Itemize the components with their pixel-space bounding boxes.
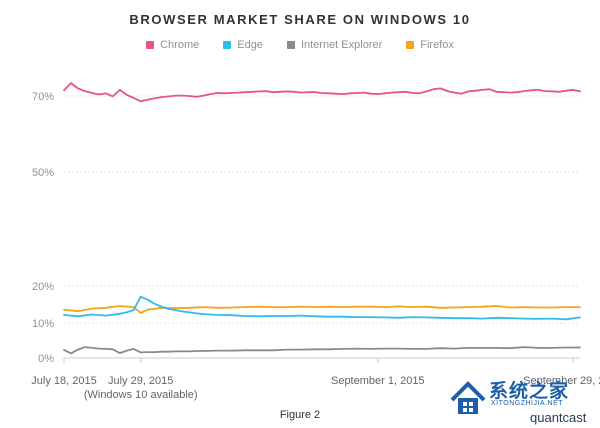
chart-legend: Chrome Edge Internet Explorer Firefox <box>0 39 600 51</box>
series-line-chrome <box>63 82 581 103</box>
y-tick-label: 20% <box>32 281 54 293</box>
chart-title: BROWSER MARKET SHARE ON WINDOWS 10 <box>129 12 471 27</box>
legend-item-chrome: Chrome <box>146 39 199 51</box>
y-tick-label: 10% <box>32 318 54 330</box>
watermark-brand: 系统之家 <box>489 381 570 402</box>
x-tick-label: September 1, 2015 <box>331 375 425 387</box>
series-line-edge <box>63 295 581 321</box>
legend-swatch-edge <box>223 41 232 49</box>
y-axis: 70% 50% 20% 10% 0% <box>32 91 54 365</box>
watermark-logo: 系统之家 XITONGZHIJIA.NET quantcast <box>448 374 598 426</box>
legend-label-firefox: Firefox <box>420 39 454 51</box>
legend-item-firefox: Firefox <box>406 39 454 51</box>
y-tick-label: 50% <box>32 167 54 179</box>
legend-item-internet-explorer: Internet Explorer <box>286 39 383 51</box>
chart-source-credit: quantcast <box>530 410 587 425</box>
series-lines <box>63 82 581 355</box>
x-tick-label: July 29, 2015 <box>108 375 173 387</box>
legend-label-edge: Edge <box>237 39 263 51</box>
y-tick-label: 0% <box>38 353 54 365</box>
x-axis: July 18, 2015 July 29, 2015 (Windows 10 av… <box>31 358 600 401</box>
x-tick-sublabel: (Windows 10 available) <box>84 389 198 401</box>
series-line-firefox <box>63 305 581 314</box>
legend-label-chrome: Chrome <box>160 39 200 51</box>
house-logo-icon <box>450 381 486 414</box>
watermark-url: XITONGZHIJIA.NET <box>491 400 564 407</box>
series-line-internet-explorer <box>63 346 581 355</box>
x-tick-label: July 18, 2015 <box>31 375 96 387</box>
legend-swatch-chrome <box>146 41 155 49</box>
legend-swatch-internet-explorer <box>286 41 295 49</box>
legend-swatch-firefox <box>406 41 415 49</box>
legend-item-edge: Edge <box>223 39 263 51</box>
x-tick-label: September 29, 2015 <box>523 375 600 387</box>
grid-lines <box>64 95 580 359</box>
figure-caption: Figure 2 <box>279 409 321 421</box>
y-tick-label: 70% <box>32 91 54 103</box>
legend-label-internet-explorer: Internet Explorer <box>300 39 383 51</box>
